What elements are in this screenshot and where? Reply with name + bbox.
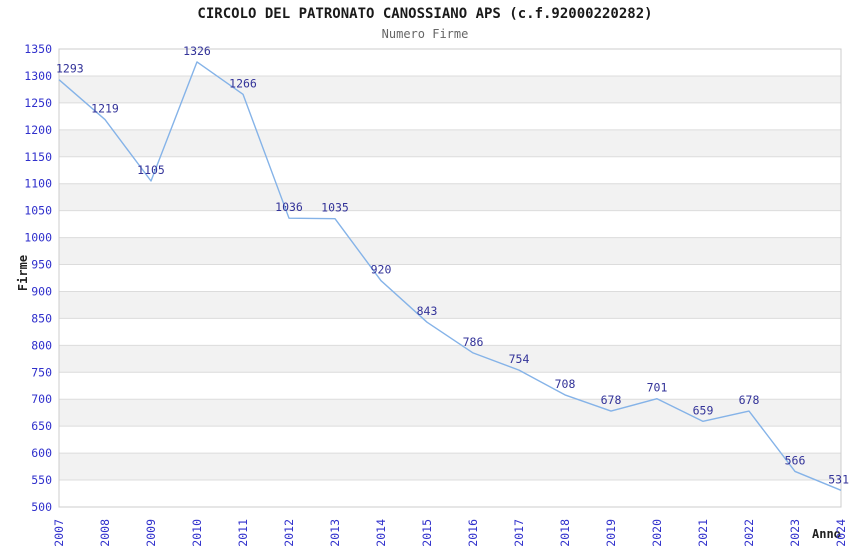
x-tick-label: 2009 xyxy=(144,519,158,547)
data-point-label: 1293 xyxy=(56,62,84,76)
x-tick-label: 2019 xyxy=(604,519,618,547)
y-tick-label: 1200 xyxy=(24,123,52,137)
data-point-label: 1036 xyxy=(275,200,303,214)
plot-band xyxy=(59,480,841,507)
y-tick-label: 700 xyxy=(31,392,52,406)
data-point-label: 566 xyxy=(785,453,806,467)
plot-band xyxy=(59,372,841,400)
y-tick-label: 1350 xyxy=(24,42,52,56)
plot-band xyxy=(59,49,841,76)
plot-band xyxy=(59,183,841,211)
x-tick-label: 2017 xyxy=(512,519,526,547)
x-tick-label: 2015 xyxy=(420,519,434,547)
data-point-label: 1326 xyxy=(183,44,211,58)
data-point-label: 786 xyxy=(463,335,484,349)
plot-band xyxy=(59,75,841,103)
y-tick-label: 550 xyxy=(31,473,52,487)
data-point-label: 531 xyxy=(828,472,849,486)
plot-band xyxy=(59,318,841,346)
y-tick-label: 900 xyxy=(31,284,52,298)
data-point-label: 1035 xyxy=(321,201,349,215)
y-tick-label: 1150 xyxy=(24,150,52,164)
data-point-label: 678 xyxy=(739,393,760,407)
x-tick-label: 2020 xyxy=(650,519,664,547)
x-tick-label: 2013 xyxy=(328,519,342,547)
x-tick-label: 2012 xyxy=(282,519,296,547)
data-point-label: 659 xyxy=(693,403,714,417)
plot-band xyxy=(59,453,841,481)
plot-band xyxy=(59,291,841,319)
plot-band xyxy=(59,237,841,265)
x-tick-label: 2018 xyxy=(558,519,572,547)
plot-band xyxy=(59,210,841,238)
x-tick-label: 2007 xyxy=(52,519,66,547)
y-tick-label: 1250 xyxy=(24,96,52,110)
plot-band xyxy=(59,345,841,373)
y-tick-label: 650 xyxy=(31,419,52,433)
data-point-label: 708 xyxy=(555,377,576,391)
y-tick-label: 850 xyxy=(31,311,52,325)
plot-band xyxy=(59,426,841,454)
plot-band xyxy=(59,399,841,427)
y-tick-label: 800 xyxy=(31,338,52,352)
plot-band xyxy=(59,156,841,184)
plot-band xyxy=(59,264,841,292)
y-tick-label: 1000 xyxy=(24,231,52,245)
x-tick-label: 2011 xyxy=(236,519,250,547)
y-tick-label: 1100 xyxy=(24,177,52,191)
y-tick-label: 1300 xyxy=(24,69,52,83)
y-tick-label: 750 xyxy=(31,365,52,379)
plot-border xyxy=(58,48,842,508)
x-tick-label: 2014 xyxy=(374,519,388,547)
x-tick-label: 2010 xyxy=(190,519,204,547)
plot-band xyxy=(59,129,841,157)
x-tick-label: 2021 xyxy=(696,519,710,547)
data-point-label: 701 xyxy=(647,381,668,395)
y-tick-label: 500 xyxy=(31,500,52,514)
x-tick-label: 2008 xyxy=(98,519,112,547)
data-point-label: 1266 xyxy=(229,76,257,90)
plot-band xyxy=(59,102,841,130)
x-tick-label: 2016 xyxy=(466,519,480,547)
x-tick-label: 2023 xyxy=(788,519,802,547)
data-line xyxy=(58,61,842,491)
y-tick-label: 1050 xyxy=(24,204,52,218)
data-point-label: 754 xyxy=(509,352,530,366)
data-point-label: 678 xyxy=(601,393,622,407)
x-tick-label: 2024 xyxy=(834,519,848,547)
data-point-label: 1105 xyxy=(137,163,165,177)
x-axis-title: Anno xyxy=(812,527,841,541)
data-point-label: 920 xyxy=(371,263,392,277)
data-point-label: 843 xyxy=(417,304,438,318)
chart-subtitle: Numero Firme xyxy=(381,27,469,41)
x-tick-label: 2022 xyxy=(742,519,756,547)
y-tick-label: 950 xyxy=(31,258,52,272)
chart-title: CIRCOLO DEL PATRONATO CANOSSIANO APS (c.… xyxy=(197,6,653,22)
y-tick-label: 600 xyxy=(31,446,52,460)
data-point-label: 1219 xyxy=(91,102,119,116)
